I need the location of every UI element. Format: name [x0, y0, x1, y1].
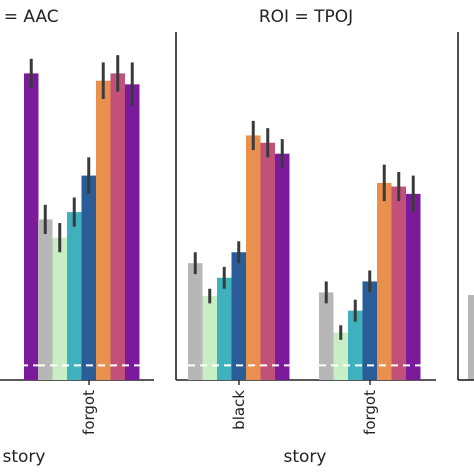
bar-p2-c1-s4 [231, 252, 246, 380]
bar-p1-c2-s5 [96, 80, 111, 380]
panel-1-x-axis-label: story [3, 447, 46, 467]
bar-p2-c1-s1 [188, 263, 203, 380]
bar-p2-c1-s5 [246, 135, 261, 380]
bar-p2-c1-s3 [217, 277, 232, 380]
panel-3-bar-partial [468, 295, 474, 380]
bar-p2-c2-s7 [406, 193, 421, 380]
bar-p1-c2-s3 [67, 212, 82, 380]
bar-p2-c1-s7 [275, 153, 290, 380]
bar-p2-c2-s5 [377, 182, 392, 380]
x-tick-label-p1-c2: forgot [80, 390, 98, 435]
x-tick-label-p2-c1: black [230, 390, 248, 430]
bar-p2-c2-s6 [391, 186, 406, 380]
bar-p2-c2-s4 [362, 281, 377, 380]
bar-p2-c1-s2 [202, 296, 217, 380]
x-tick-label-p2-c2: forgot [361, 390, 379, 435]
bar-p1-c2-s4 [81, 175, 96, 380]
bar-p2-c2-s1 [319, 292, 334, 380]
bar-p2-c1-s6 [260, 142, 275, 380]
bar-p1-c2-s7 [125, 84, 140, 380]
bar-p2-c2-s2 [333, 332, 348, 380]
bar-p1-c2-s2 [52, 237, 67, 380]
panel-1-title: I = AAC [0, 7, 59, 27]
bar-p1-c2-s6 [110, 73, 125, 381]
bar-p1-c1-s7 [24, 73, 39, 381]
panel-2-x-axis-label: story [284, 447, 327, 467]
bar-p2-c2-s3 [348, 310, 363, 380]
panel-2-title: ROI = TPOJ [259, 7, 353, 27]
bar-p1-c2-s1 [38, 219, 53, 380]
